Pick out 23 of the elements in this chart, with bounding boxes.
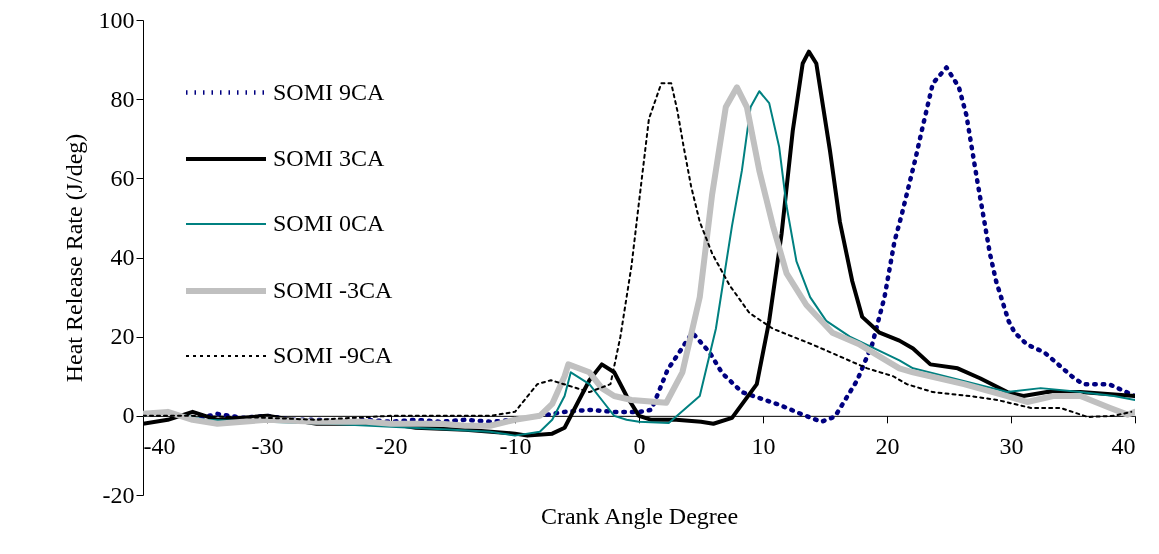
x-tick-label: 20: [875, 433, 900, 460]
legend-label: SOMI 3CA: [273, 145, 386, 171]
legend-label: SOMI 0CA: [273, 210, 386, 236]
x-axis-title: Crank Angle Degree: [540, 503, 739, 530]
x-tick-label: 10: [751, 433, 776, 460]
legend-label: SOMI -9CA: [273, 342, 394, 368]
x-tick-label: 0: [633, 433, 646, 460]
y-tick-label: 80: [110, 85, 135, 112]
x-tick-label: -20: [375, 433, 408, 460]
x-tick-label: 30: [999, 433, 1024, 460]
y-tick-label: 20: [110, 323, 135, 350]
x-tick-label: -40: [143, 433, 176, 460]
x-tick-label: -10: [499, 433, 532, 460]
y-axis-title: Heat Release Rate (J/deg): [60, 133, 87, 383]
x-tick-label: 40: [1111, 433, 1136, 460]
y-tick-label: 100: [98, 6, 135, 33]
x-tick-label: -30: [251, 433, 284, 460]
legend-label: SOMI -3CA: [273, 277, 394, 303]
y-tick-label: -20: [102, 481, 135, 508]
y-tick-label: 40: [110, 244, 135, 270]
legend-label: SOMI 9CA: [273, 78, 386, 105]
y-tick-label: 0: [122, 402, 135, 429]
y-tick-label: 60: [110, 164, 135, 191]
